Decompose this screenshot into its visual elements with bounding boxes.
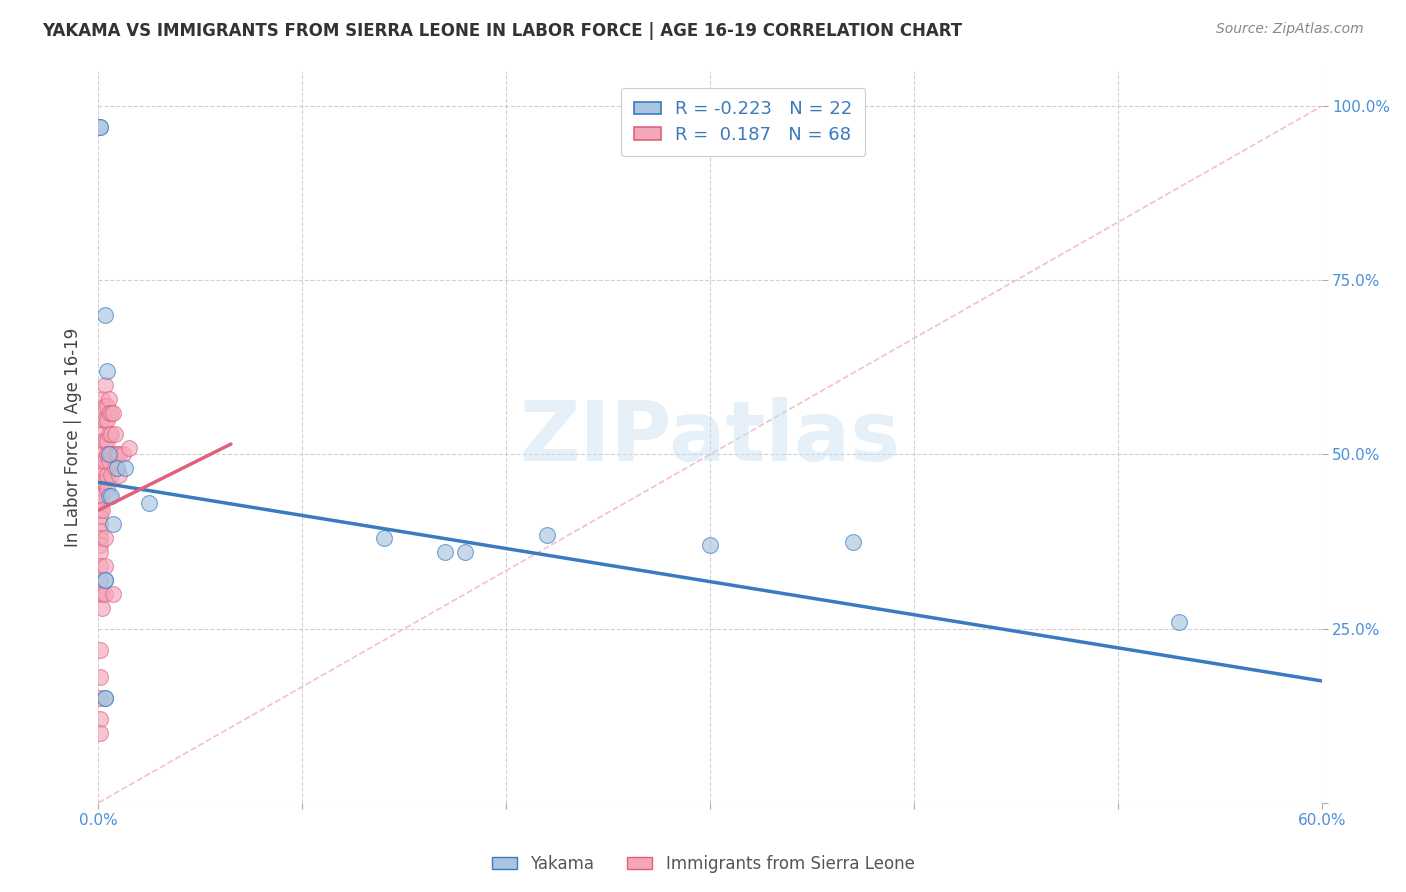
- Point: [93, 454, 115, 468]
- Point: [93, 377, 115, 392]
- Point: [1167, 615, 1189, 629]
- Point: [91, 468, 114, 483]
- Point: [97, 406, 120, 420]
- Point: [89, 587, 111, 601]
- Point: [108, 468, 131, 483]
- Point: [89, 503, 111, 517]
- Point: [841, 534, 863, 549]
- Point: [373, 531, 395, 545]
- Point: [97, 392, 120, 406]
- Point: [536, 527, 558, 541]
- Legend: Yakama, Immigrants from Sierra Leone: Yakama, Immigrants from Sierra Leone: [485, 848, 921, 880]
- Point: [105, 461, 128, 475]
- Point: [101, 517, 124, 532]
- Point: [104, 426, 127, 441]
- Point: [91, 489, 114, 503]
- Point: [89, 712, 111, 726]
- Point: [89, 120, 111, 134]
- Point: [89, 496, 111, 510]
- Text: Source: ZipAtlas.com: Source: ZipAtlas.com: [1216, 22, 1364, 37]
- Point: [454, 545, 477, 559]
- Point: [89, 670, 111, 684]
- Point: [93, 531, 115, 545]
- Point: [97, 448, 120, 462]
- Point: [96, 483, 118, 497]
- Point: [93, 308, 115, 322]
- Point: [96, 434, 118, 448]
- Point: [91, 454, 114, 468]
- Point: [97, 454, 120, 468]
- Legend: R = -0.223   N = 22, R =  0.187   N = 68: R = -0.223 N = 22, R = 0.187 N = 68: [621, 87, 865, 156]
- Point: [104, 461, 127, 475]
- Point: [89, 517, 111, 532]
- Point: [100, 406, 122, 420]
- Point: [96, 364, 118, 378]
- Text: YAKAMA VS IMMIGRANTS FROM SIERRA LEONE IN LABOR FORCE | AGE 16-19 CORRELATION CH: YAKAMA VS IMMIGRANTS FROM SIERRA LEONE I…: [42, 22, 962, 40]
- Point: [93, 691, 115, 706]
- Point: [93, 691, 115, 706]
- Point: [93, 475, 115, 490]
- Point: [89, 483, 111, 497]
- Point: [97, 426, 120, 441]
- Point: [96, 399, 118, 413]
- Point: [89, 558, 111, 573]
- Point: [100, 468, 122, 483]
- Point: [91, 426, 114, 441]
- Point: [89, 538, 111, 552]
- Point: [89, 691, 111, 706]
- Point: [93, 412, 115, 426]
- Point: [89, 524, 111, 538]
- Point: [91, 448, 114, 462]
- Point: [89, 120, 111, 134]
- Point: [91, 434, 114, 448]
- Point: [93, 558, 115, 573]
- Point: [93, 587, 115, 601]
- Point: [105, 448, 128, 462]
- Point: [93, 434, 115, 448]
- Point: [91, 600, 114, 615]
- Point: [101, 587, 124, 601]
- Point: [114, 461, 136, 475]
- Point: [96, 468, 118, 483]
- Point: [91, 587, 114, 601]
- Point: [93, 573, 115, 587]
- Point: [96, 448, 118, 462]
- Point: [91, 475, 114, 490]
- Point: [108, 448, 131, 462]
- Point: [97, 448, 120, 462]
- Point: [97, 489, 120, 503]
- Point: [89, 489, 111, 503]
- Point: [138, 496, 160, 510]
- Point: [89, 461, 111, 475]
- Point: [89, 468, 111, 483]
- Point: [89, 510, 111, 524]
- Point: [100, 448, 122, 462]
- Point: [699, 538, 721, 552]
- Point: [434, 545, 457, 559]
- Point: [93, 573, 115, 587]
- Point: [89, 642, 111, 657]
- Y-axis label: In Labor Force | Age 16-19: In Labor Force | Age 16-19: [65, 327, 83, 547]
- Point: [91, 392, 114, 406]
- Text: ZIPatlas: ZIPatlas: [520, 397, 900, 477]
- Point: [118, 441, 141, 455]
- Point: [93, 399, 115, 413]
- Point: [89, 726, 111, 740]
- Point: [89, 475, 111, 490]
- Point: [101, 406, 124, 420]
- Point: [89, 545, 111, 559]
- Point: [91, 503, 114, 517]
- Point: [91, 412, 114, 426]
- Point: [100, 426, 122, 441]
- Point: [111, 448, 134, 462]
- Point: [104, 448, 127, 462]
- Point: [91, 461, 114, 475]
- Point: [89, 573, 111, 587]
- Point: [100, 489, 122, 503]
- Point: [96, 412, 118, 426]
- Point: [89, 531, 111, 545]
